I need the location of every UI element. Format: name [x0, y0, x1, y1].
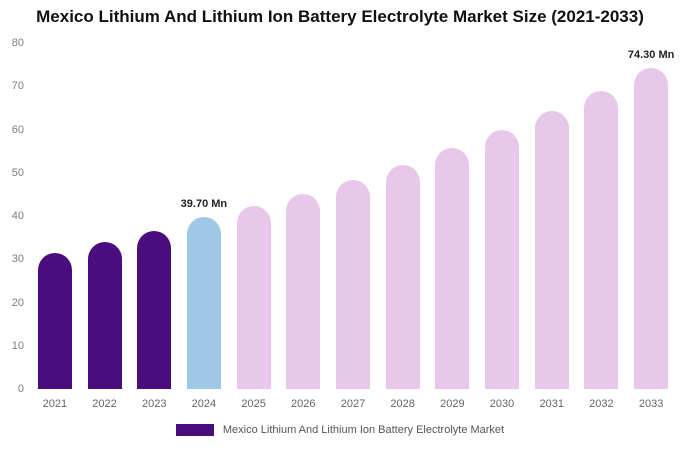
bar-2029[interactable] — [435, 148, 470, 389]
x-axis-tick-label: 2023 — [141, 398, 167, 410]
bar-2021[interactable] — [37, 252, 72, 389]
bar-2033[interactable] — [634, 67, 669, 389]
y-axis-tick-label: 40 — [11, 210, 24, 222]
bar-column: 2029 — [428, 43, 478, 410]
bar-2030[interactable] — [485, 130, 520, 389]
plot-area: 2021 2022 2023 39.70 Mn 2024 2025 2026 2027 2028… — [30, 43, 676, 410]
bar-column: 2023 — [129, 43, 179, 410]
bar-column: 2026 — [278, 43, 328, 410]
y-axis-tick-label: 30 — [11, 253, 24, 266]
bar-column: 2030 — [477, 43, 527, 410]
chart-title: Mexico Lithium And Lithium Ion Battery E… — [36, 7, 644, 26]
x-axis-tick-label: 2024 — [191, 398, 217, 410]
y-axis-tick-label: 70 — [11, 80, 24, 93]
bar-column: 2021 — [30, 43, 80, 410]
bar-2022[interactable] — [87, 241, 122, 389]
bar-column: 2022 — [80, 43, 130, 410]
x-axis-tick-label: 2032 — [589, 398, 614, 410]
bar-2024[interactable] — [186, 217, 221, 389]
y-axis-tick-label: 80 — [11, 37, 24, 49]
x-axis-tick-label: 2025 — [241, 398, 266, 410]
legend: Mexico Lithium And Lithium Ion Battery E… — [0, 424, 680, 436]
bar-value-label: 39.70 Mn — [180, 198, 228, 211]
y-axis: 0 10 20 30 40 50 60 70 80 — [0, 37, 26, 395]
bar-2032[interactable] — [584, 90, 619, 389]
bar-column: 74.30 Mn 2033 — [626, 43, 676, 410]
x-axis-tick-label: 2021 — [42, 398, 68, 410]
bar-value-label: 74.30 Mn — [627, 48, 675, 61]
bar-2031[interactable] — [534, 111, 569, 389]
x-axis-tick-label: 2022 — [92, 398, 117, 410]
legend-label: Mexico Lithium And Lithium Ion Battery E… — [222, 424, 505, 436]
bar-column: 2032 — [577, 43, 627, 410]
x-axis-tick-label: 2027 — [340, 398, 366, 410]
x-axis-tick-label: 2030 — [489, 398, 515, 410]
bar-column: 39.70 Mn 2024 — [179, 43, 229, 410]
y-axis-tick-label: 20 — [11, 296, 24, 309]
bar-2023[interactable] — [137, 231, 172, 389]
bar-column: 2025 — [229, 43, 279, 410]
x-axis-tick-label: 2026 — [291, 398, 316, 410]
bar-column: 2028 — [378, 43, 428, 410]
x-axis-tick-label: 2028 — [390, 398, 415, 410]
bar-2025[interactable] — [236, 206, 271, 389]
legend-swatch — [175, 424, 214, 436]
bar-2028[interactable] — [385, 164, 420, 389]
bar-2027[interactable] — [335, 179, 370, 389]
y-axis-tick-label: 0 — [17, 383, 24, 395]
bar-2026[interactable] — [286, 193, 321, 389]
y-axis-tick-label: 50 — [11, 166, 24, 179]
bars-area: 2021 2022 2023 39.70 Mn 2024 2025 2026 2027 2028… — [30, 43, 676, 410]
y-axis-tick-label: 60 — [11, 123, 24, 136]
x-axis-tick-label: 2033 — [638, 398, 664, 410]
y-axis-tick-label: 10 — [11, 339, 24, 352]
x-axis-tick-label: 2029 — [440, 398, 465, 410]
x-axis-tick-label: 2031 — [539, 398, 564, 410]
bar-column: 2031 — [527, 43, 577, 410]
bar-column: 2027 — [328, 43, 378, 410]
